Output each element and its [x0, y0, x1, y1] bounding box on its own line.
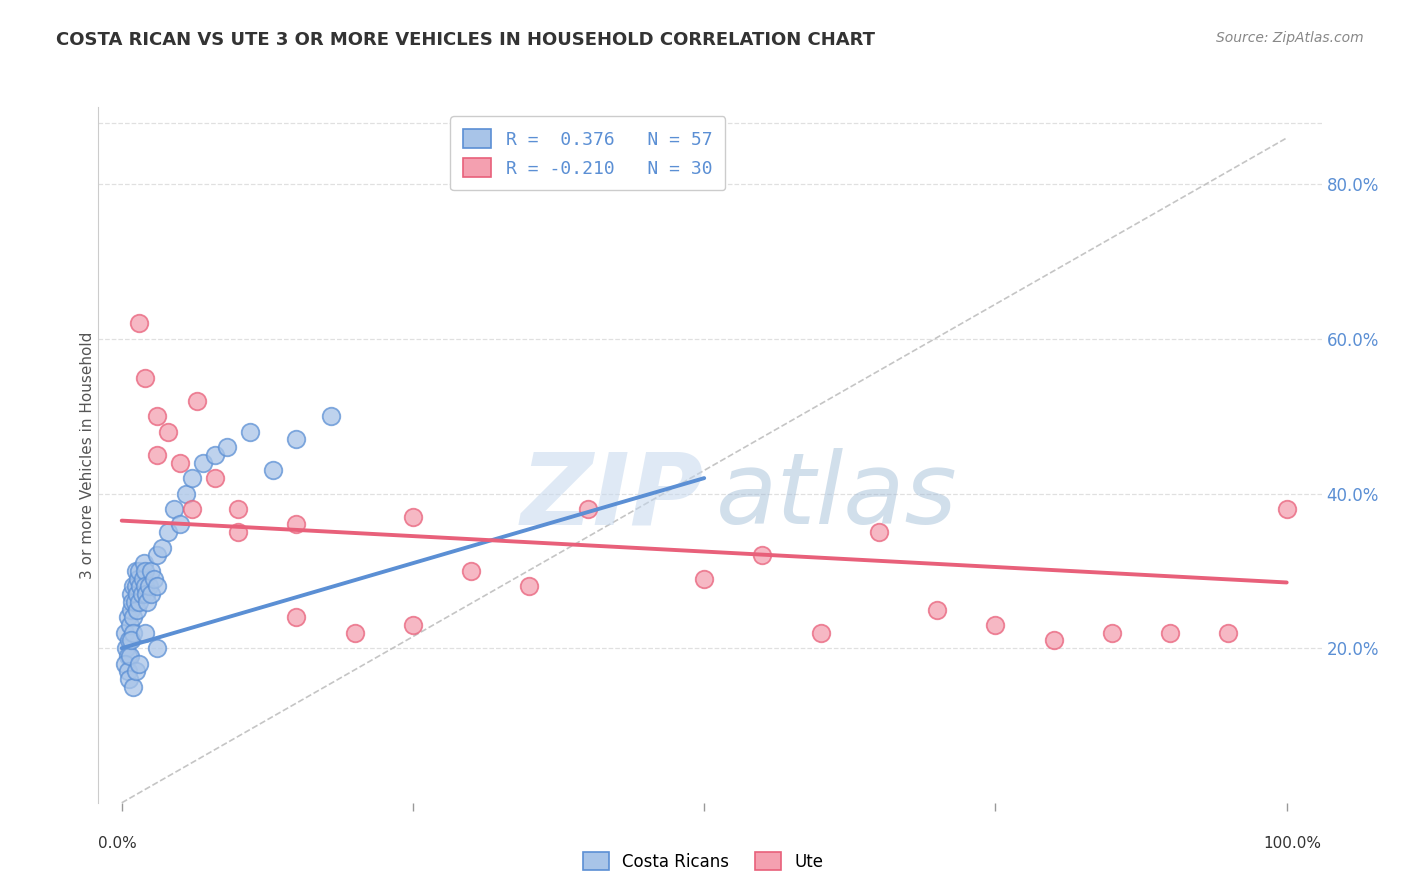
- Point: [128, 564, 150, 578]
- Point: [134, 625, 156, 640]
- Point: [114, 625, 136, 640]
- Point: [145, 579, 167, 593]
- Point: [460, 564, 482, 578]
- Point: [868, 525, 890, 540]
- Point: [1159, 625, 1181, 640]
- Point: [124, 595, 146, 609]
- Text: COSTA RICAN VS UTE 3 OR MORE VEHICLES IN HOUSEHOLD CORRELATION CHART: COSTA RICAN VS UTE 3 OR MORE VEHICLES IN…: [56, 31, 876, 49]
- Point: [125, 665, 148, 679]
- Point: [135, 587, 157, 601]
- Point: [115, 641, 138, 656]
- Point: [134, 564, 156, 578]
- Text: ZIP: ZIP: [520, 448, 704, 545]
- Point: [1218, 625, 1240, 640]
- Point: [120, 633, 142, 648]
- Point: [134, 579, 156, 593]
- Point: [180, 502, 202, 516]
- Point: [285, 610, 308, 624]
- Point: [285, 517, 308, 532]
- Point: [157, 525, 180, 540]
- Point: [143, 572, 166, 586]
- Point: [117, 665, 139, 679]
- Point: [134, 370, 156, 384]
- Point: [125, 564, 148, 578]
- Point: [343, 625, 366, 640]
- Point: [204, 448, 226, 462]
- Point: [136, 595, 159, 609]
- Point: [226, 502, 249, 516]
- Point: [122, 625, 145, 640]
- Point: [118, 648, 141, 663]
- Point: [285, 433, 308, 447]
- Point: [169, 517, 191, 532]
- Point: [128, 317, 150, 331]
- Point: [174, 486, 197, 500]
- Point: [163, 502, 186, 516]
- Point: [118, 618, 141, 632]
- Point: [128, 657, 150, 671]
- Point: [810, 625, 832, 640]
- Point: [132, 556, 155, 570]
- Legend: R =  0.376   N = 57, R = -0.210   N = 30: R = 0.376 N = 57, R = -0.210 N = 30: [450, 116, 725, 190]
- Point: [125, 587, 148, 601]
- Y-axis label: 3 or more Vehicles in Household: 3 or more Vehicles in Household: [80, 331, 94, 579]
- Point: [114, 657, 136, 671]
- Point: [128, 595, 150, 609]
- Point: [1275, 502, 1298, 516]
- Point: [138, 579, 160, 593]
- Point: [117, 610, 139, 624]
- Text: Source: ZipAtlas.com: Source: ZipAtlas.com: [1216, 31, 1364, 45]
- Point: [131, 587, 153, 601]
- Point: [262, 463, 284, 477]
- Point: [186, 393, 208, 408]
- Point: [122, 680, 145, 694]
- Point: [125, 602, 148, 616]
- Point: [120, 602, 142, 616]
- Point: [145, 409, 167, 424]
- Point: [127, 572, 149, 586]
- Point: [402, 618, 425, 632]
- Point: [145, 641, 167, 656]
- Point: [576, 502, 599, 516]
- Point: [180, 471, 202, 485]
- Point: [239, 425, 262, 439]
- Point: [118, 633, 141, 648]
- Point: [152, 541, 174, 555]
- Point: [751, 549, 773, 563]
- Point: [321, 409, 343, 424]
- Text: 100.0%: 100.0%: [1264, 836, 1322, 851]
- Text: atlas: atlas: [716, 448, 957, 545]
- Point: [122, 579, 145, 593]
- Point: [121, 595, 143, 609]
- Point: [120, 587, 142, 601]
- Point: [984, 618, 1007, 632]
- Point: [215, 440, 238, 454]
- Point: [117, 648, 139, 663]
- Point: [1042, 633, 1064, 648]
- Point: [1101, 625, 1123, 640]
- Point: [129, 579, 152, 593]
- Point: [193, 456, 215, 470]
- Point: [226, 525, 249, 540]
- Point: [125, 579, 148, 593]
- Point: [927, 602, 949, 616]
- Point: [402, 509, 425, 524]
- Point: [693, 572, 716, 586]
- Point: [122, 610, 145, 624]
- Point: [139, 564, 162, 578]
- Point: [519, 579, 541, 593]
- Point: [118, 672, 141, 686]
- Point: [145, 448, 167, 462]
- Text: 0.0%: 0.0%: [98, 836, 138, 851]
- Legend: Costa Ricans, Ute: Costa Ricans, Ute: [574, 844, 832, 880]
- Point: [157, 425, 180, 439]
- Point: [139, 587, 162, 601]
- Point: [131, 572, 153, 586]
- Point: [204, 471, 226, 485]
- Point: [169, 456, 191, 470]
- Point: [145, 549, 167, 563]
